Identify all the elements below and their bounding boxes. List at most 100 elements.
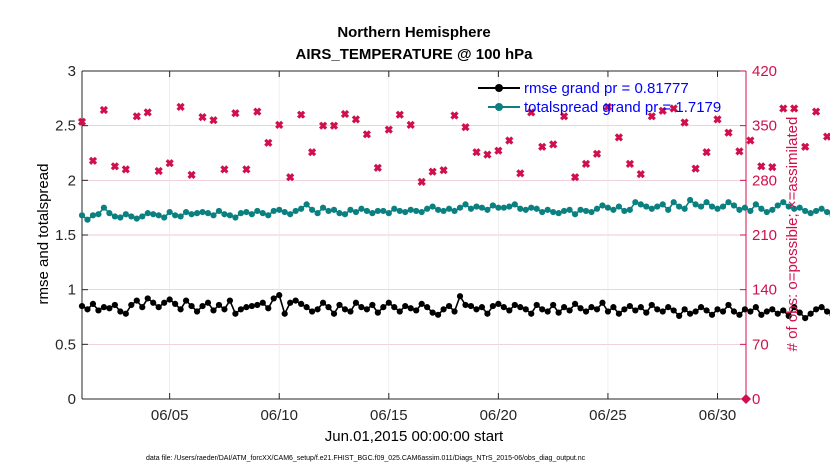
data-point bbox=[287, 299, 294, 306]
data-point bbox=[128, 301, 135, 309]
data-point bbox=[451, 207, 458, 215]
obs-marker bbox=[614, 133, 624, 142]
data-point bbox=[298, 205, 305, 212]
data-point bbox=[407, 206, 414, 213]
data-point bbox=[730, 308, 738, 315]
data-point bbox=[741, 204, 749, 211]
data-point bbox=[665, 206, 672, 213]
data-point bbox=[303, 304, 310, 311]
data-point bbox=[697, 304, 705, 311]
data-point bbox=[555, 309, 562, 316]
data-point bbox=[243, 304, 250, 311]
data-point bbox=[122, 211, 129, 218]
data-point bbox=[736, 206, 743, 213]
y-axis-right: 0 70 140 210 280 350 420 bbox=[740, 63, 777, 408]
data-point bbox=[632, 199, 639, 206]
data-point bbox=[604, 308, 612, 315]
obs-marker bbox=[691, 164, 700, 173]
data-point bbox=[166, 296, 173, 303]
data-point bbox=[484, 206, 491, 213]
data-point bbox=[193, 210, 201, 217]
obs-marker bbox=[264, 138, 273, 147]
obs-marker bbox=[527, 108, 536, 117]
obs-marker bbox=[603, 102, 613, 112]
data-point bbox=[599, 299, 606, 306]
data-point bbox=[517, 205, 524, 212]
y-tick-label: 1 bbox=[68, 282, 76, 299]
legend: rmse grand pr = 0.81777 totalspread gran… bbox=[478, 80, 721, 116]
data-point bbox=[440, 207, 447, 215]
data-point bbox=[659, 308, 666, 315]
obs-marker bbox=[811, 107, 821, 116]
legend-spread-marker bbox=[495, 103, 503, 111]
data-point bbox=[166, 208, 173, 216]
data-point bbox=[687, 196, 694, 204]
data-point bbox=[670, 307, 677, 314]
data-point bbox=[204, 299, 212, 306]
data-point bbox=[730, 202, 738, 209]
data-point bbox=[402, 302, 409, 310]
data-point bbox=[588, 208, 595, 216]
obs-marker bbox=[362, 130, 372, 139]
data-point bbox=[785, 203, 792, 210]
x-tick-label: 06/25 bbox=[589, 407, 627, 424]
obs-marker bbox=[121, 165, 130, 174]
data-point bbox=[325, 304, 332, 311]
data-point bbox=[237, 306, 244, 313]
data-point bbox=[254, 207, 261, 215]
data-point bbox=[435, 311, 442, 318]
obs-marker bbox=[428, 167, 437, 176]
data-point bbox=[626, 302, 633, 310]
data-point bbox=[330, 310, 338, 317]
obs-marker bbox=[658, 106, 667, 115]
data-point bbox=[473, 203, 480, 210]
data-point bbox=[818, 304, 825, 311]
data-point bbox=[566, 206, 573, 213]
data-point bbox=[319, 299, 327, 306]
data-point bbox=[500, 304, 507, 311]
data-point bbox=[139, 213, 146, 220]
data-point bbox=[243, 208, 250, 216]
obs-marker bbox=[373, 163, 382, 172]
data-point bbox=[336, 210, 343, 217]
data-point bbox=[473, 306, 480, 313]
obs-marker bbox=[680, 118, 689, 127]
data-point bbox=[719, 308, 727, 315]
obs-marker bbox=[88, 156, 98, 165]
data-point bbox=[489, 202, 496, 209]
data-point bbox=[281, 310, 288, 317]
data-point bbox=[478, 304, 486, 311]
data-point bbox=[648, 205, 655, 212]
obs-marker bbox=[592, 149, 602, 158]
data-point bbox=[215, 207, 223, 215]
data-point bbox=[139, 304, 146, 311]
grid bbox=[82, 71, 746, 399]
data-point bbox=[117, 308, 124, 315]
data-point bbox=[325, 207, 332, 215]
series-group bbox=[77, 102, 830, 404]
obs-marker bbox=[329, 121, 339, 130]
data-point bbox=[577, 206, 584, 213]
obs-marker bbox=[296, 110, 306, 119]
data-point bbox=[391, 205, 398, 212]
data-point bbox=[341, 211, 349, 218]
obs-marker bbox=[461, 123, 470, 132]
data-point bbox=[199, 208, 206, 216]
x-tick-label: 06/10 bbox=[260, 407, 298, 424]
data-point bbox=[341, 306, 349, 313]
data-point bbox=[533, 205, 540, 212]
data-point bbox=[161, 299, 168, 306]
data-point bbox=[347, 206, 354, 213]
obs-marker bbox=[340, 109, 350, 119]
chart-subtitle: AIRS_TEMPERATURE @ 100 hPa bbox=[296, 46, 534, 63]
data-point bbox=[692, 201, 699, 208]
data-point bbox=[511, 301, 518, 309]
obs-marker bbox=[439, 166, 448, 175]
data-point bbox=[769, 306, 776, 313]
data-point bbox=[807, 210, 814, 217]
y-tick-label: 0.5 bbox=[55, 336, 76, 353]
legend-rmse-label: rmse grand pr = 0.81777 bbox=[524, 80, 689, 97]
obs-marker bbox=[724, 128, 733, 137]
data-point bbox=[796, 309, 803, 316]
data-point bbox=[281, 208, 288, 216]
